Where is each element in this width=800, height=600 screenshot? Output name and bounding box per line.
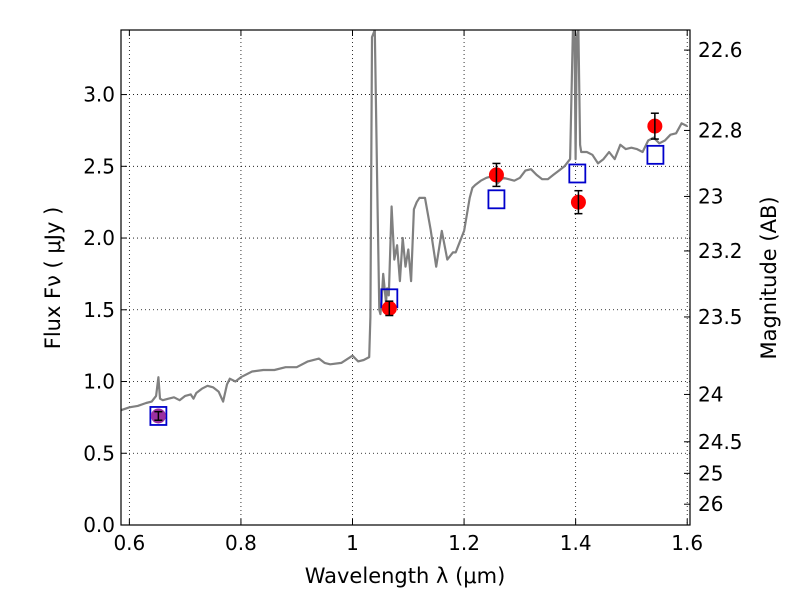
plot-background [121,30,690,525]
model-point-square [568,163,587,184]
x-tick-label: 0.6 [113,531,145,555]
spectrum-line [121,30,688,412]
y-tick-label: 0.5 [83,441,115,465]
model-point-square [149,406,168,426]
x-tick-label: 1.2 [448,531,480,555]
x-tick-label: 1.4 [560,531,592,555]
model-point-square [646,144,665,165]
y2-tick-label: 24.5 [698,430,743,454]
x-tick-label: 1 [346,531,359,555]
y-tick-label: 2.5 [83,154,115,178]
axis-ticks: 0.6 0.8 1 1.2 1.4 1.6 0.0 0.5 1.0 1.5 2.0 2.5 3.0 22.… [83,30,743,555]
x-tick-label: 1.6 [671,531,703,555]
x-tick-label: 0.8 [225,531,257,555]
y2-tick-label: 22.6 [698,38,743,62]
x-axis-title: Wavelength λ (μm) [305,564,506,588]
y-tick-label: 2.0 [83,226,115,250]
plot-frame [120,29,691,526]
series-layer [121,30,688,426]
y2-tick-label: 23.2 [698,239,743,263]
y-axis-title: Flux Fν ( μJy ) [41,207,65,350]
y2-tick-label: 25 [698,461,723,485]
y-tick-label: 1.5 [83,298,115,322]
y-tick-label: 0.0 [83,513,115,537]
y2-tick-label: 26 [698,492,723,516]
y2-tick-label: 24 [698,382,723,406]
y2-tick-label: 23 [698,184,723,208]
model-point-square [487,189,506,210]
y2-tick-label: 23.5 [698,305,743,329]
right-axis-title: Magnitude (AB) [757,196,781,359]
y-tick-label: 1.0 [83,370,115,394]
y2-tick-label: 22.8 [698,118,743,142]
y-tick-label: 3.0 [83,83,115,107]
